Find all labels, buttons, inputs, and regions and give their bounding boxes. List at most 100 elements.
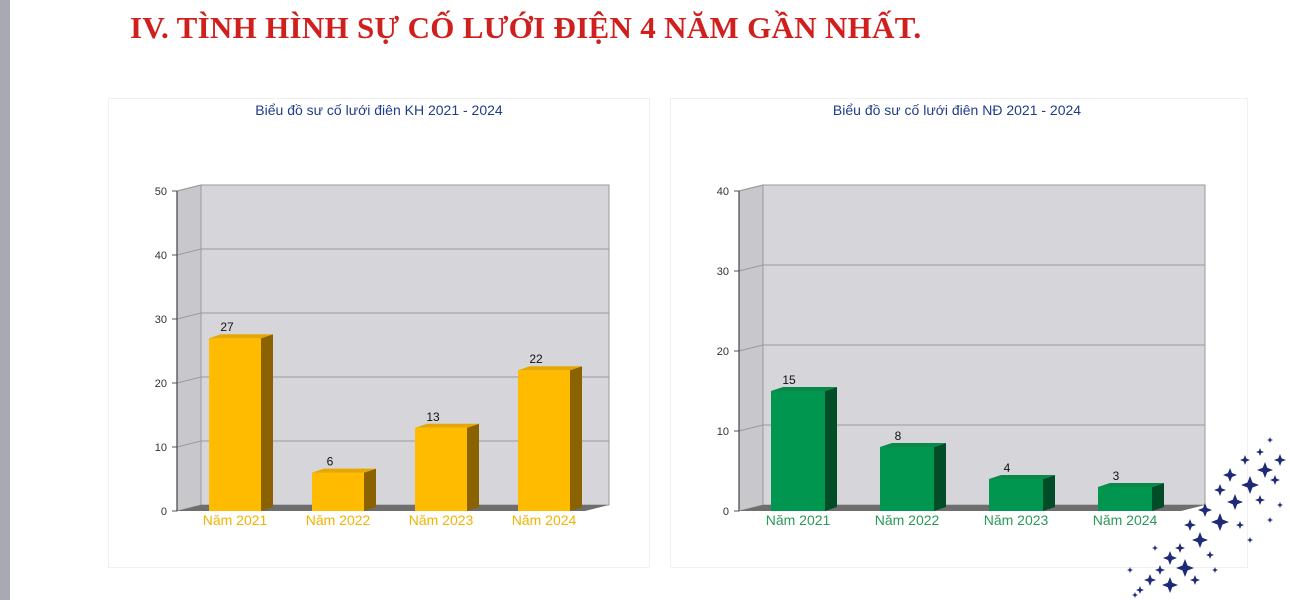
bar-side (934, 443, 946, 511)
bar (989, 479, 1043, 511)
chart-title: Biểu đồ sư cố lưới điên KH 2021 - 2024 (255, 102, 503, 118)
y-tick-label: 40 (155, 250, 167, 262)
bar (771, 391, 825, 511)
bar-top (1098, 483, 1164, 487)
plot-floor (177, 505, 609, 511)
sparkle-star (1132, 592, 1138, 598)
sparkle-star (1175, 543, 1185, 553)
y-tick-label: 30 (717, 266, 729, 278)
left-edge-strip (0, 0, 10, 600)
sparkle-star (1247, 537, 1253, 543)
bar-side (467, 423, 479, 511)
bar (312, 472, 364, 511)
y-tick-label: 10 (155, 442, 167, 454)
star-sparkle-decoration (1127, 437, 1286, 598)
bar (880, 447, 934, 511)
bar-side (570, 366, 582, 511)
data-label: 3 (1113, 469, 1120, 483)
data-label: 27 (220, 320, 234, 334)
bar-side (1043, 475, 1055, 511)
sparkle-star (1211, 513, 1229, 531)
sparkle-star (1184, 519, 1196, 531)
sparkle-star (1198, 503, 1212, 517)
bar-top (989, 475, 1055, 479)
x-category-label: Năm 2023 (984, 512, 1049, 528)
x-category-label: Năm 2023 (409, 512, 474, 528)
chart-panel-kh: Biểu đồ sư cố lưới điên KH 2021 - 2024 0 1… (108, 98, 650, 568)
bar-top (518, 366, 582, 371)
chart-panel-nd: Biểu đồ sư cố lưới điên NĐ 2021 - 2024 0 1… (670, 98, 1248, 568)
y-tick-label: 40 (717, 186, 729, 198)
plot-side-wall (176, 184, 202, 512)
data-label: 13 (426, 410, 440, 424)
sparkle-star (1152, 545, 1158, 551)
gridline (738, 424, 1205, 432)
bar (209, 338, 261, 511)
sparkle-star (1241, 476, 1259, 494)
chart-title: Biểu đồ sư cố lưới điên NĐ 2021 - 2024 (833, 102, 1081, 118)
sparkle-star (1270, 475, 1280, 485)
sparkle-star (1267, 517, 1273, 523)
sparkle-star (1144, 574, 1156, 586)
sparkle-star (1277, 502, 1283, 508)
sparkle-star (1190, 575, 1200, 585)
bar (415, 427, 467, 511)
y-tick-label: 20 (717, 346, 729, 358)
bar (1098, 487, 1152, 511)
bar-top (209, 334, 273, 339)
sparkle-star (1214, 484, 1226, 496)
gridline (738, 184, 1205, 192)
plot-floor (739, 505, 1205, 511)
bar-top (771, 387, 837, 391)
bar-side (1152, 483, 1164, 511)
sparkle-star (1212, 567, 1218, 573)
chart-kh: Biểu đồ sư cố lưới điên KH 2021 - 2024 0 1… (155, 102, 610, 528)
sparkle-star (1257, 462, 1273, 478)
gridline (738, 264, 1205, 272)
bar-top (312, 468, 376, 473)
sparkle-star (1206, 551, 1214, 559)
sparkle-star (1192, 532, 1208, 548)
data-label: 15 (782, 373, 796, 387)
sparkle-star (1240, 455, 1250, 465)
x-category-label: Năm 2021 (203, 512, 268, 528)
sparkle-star (1162, 577, 1178, 593)
sparkle-star (1136, 586, 1144, 594)
y-tick-label: 20 (155, 378, 167, 390)
data-label: 6 (327, 455, 334, 469)
bar-side (261, 334, 273, 511)
bar-top (880, 443, 946, 447)
x-category-label: Năm 2024 (1093, 512, 1158, 528)
x-category-label: Năm 2024 (512, 512, 577, 528)
sparkle-star (1176, 559, 1194, 577)
sparkle-star (1256, 448, 1264, 456)
bar (518, 370, 570, 511)
y-tick-label: 50 (155, 186, 167, 198)
gridline (176, 376, 609, 384)
x-category-label: Năm 2022 (875, 512, 940, 528)
sparkle-star (1163, 551, 1177, 565)
bar-side (364, 468, 376, 511)
x-category-label: Năm 2022 (306, 512, 371, 528)
sparkle-star (1274, 454, 1286, 466)
sparkle-star (1227, 494, 1243, 510)
y-tick-label: 0 (161, 506, 167, 518)
gridline (176, 184, 609, 192)
sparkle-star (1127, 567, 1133, 573)
slide-title: IV. TÌNH HÌNH SỰ CỐ LƯỚI ĐIỆN 4 NĂM GẦN … (130, 10, 922, 45)
data-label: 8 (895, 429, 902, 443)
sparkle-star (1155, 565, 1165, 575)
data-label: 4 (1004, 461, 1011, 475)
bar-side (825, 387, 837, 511)
sparkle-star (1223, 468, 1237, 482)
chart-nd: Biểu đồ sư cố lưới điên NĐ 2021 - 2024 0 1… (717, 102, 1206, 528)
y-tick-label: 10 (717, 426, 729, 438)
gridline (738, 344, 1205, 352)
y-tick-label: 30 (155, 314, 167, 326)
y-tick-label: 0 (723, 506, 729, 518)
bar-top (415, 423, 479, 428)
sparkle-star (1236, 521, 1244, 529)
sparkle-star (1267, 437, 1273, 443)
x-category-label: Năm 2021 (766, 512, 831, 528)
gridline (176, 248, 609, 256)
